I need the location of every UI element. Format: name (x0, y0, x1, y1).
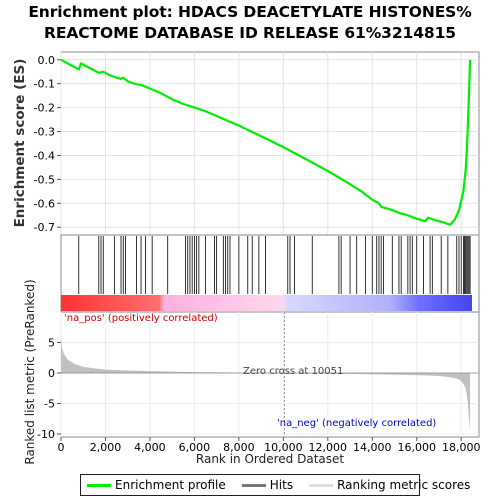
es-y-tick-label: -0.1 (34, 78, 55, 91)
legend-item-hits: Hits (241, 478, 294, 492)
es-y-tick-label: -0.7 (34, 221, 55, 234)
legend-swatch-enrichment-profile (87, 483, 111, 487)
legend-label-hits: Hits (269, 478, 294, 492)
x-tick-label: 8,000 (223, 441, 255, 454)
x-tick-label: 18,000 (442, 441, 481, 454)
legend: Enrichment profile Hits Ranking metric s… (80, 474, 470, 496)
x-tick-label: 12,000 (309, 441, 348, 454)
metric-y-tick-label: 5 (48, 336, 55, 349)
na-neg-label: 'na_neg' (negatively correlated) (277, 418, 436, 429)
x-tick-label: 10,000 (264, 441, 303, 454)
x-tick-label: 16,000 (397, 441, 436, 454)
legend-label-ranking-metric-scores: Ranking metric scores (337, 478, 471, 492)
metric-y-axis-ticks: 5 0 -5 -10 (37, 336, 61, 441)
es-y-axis-ticks: 0.0 -0.1 -0.2 -0.3 -0.4 -0.5 -0.6 -0.7 (34, 54, 61, 234)
chart-title-line-2: REACTOME DATABASE ID RELEASE 61%3214815 (44, 24, 456, 42)
legend-label-enrichment-profile: Enrichment profile (115, 478, 226, 492)
x-tick-label: 2,000 (90, 441, 122, 454)
x-tick-label: 4,000 (134, 441, 166, 454)
es-y-tick-label: -0.5 (34, 173, 55, 186)
legend-item-enrichment-profile: Enrichment profile (87, 478, 226, 492)
legend-swatch-ranking-metric-scores (309, 483, 334, 487)
hits-markers (78, 236, 471, 294)
es-y-tick-label: -0.3 (34, 126, 55, 139)
es-y-tick-label: -0.2 (34, 102, 55, 115)
legend-item-ranking-metric-scores: Ranking metric scores (309, 478, 470, 492)
metric-y-axis-label: Ranked list metric (PreRanked) (23, 279, 37, 464)
es-y-axis-label: Enrichment score (ES) (12, 59, 28, 228)
legend-swatch-hits (241, 483, 266, 487)
zero-cross-label: Zero cross at 10051 (243, 366, 343, 377)
es-y-tick-label: -0.6 (34, 197, 55, 210)
es-y-tick-label: 0.0 (38, 54, 56, 67)
es-gridlines (60, 52, 479, 235)
x-tick-label: 0 (58, 441, 65, 454)
es-line (60, 58, 472, 226)
ranking-color-bar (61, 295, 472, 311)
metric-y-tick-label: 0 (48, 367, 55, 380)
x-tick-label: 6,000 (179, 441, 211, 454)
na-pos-label: 'na_pos' (positively correlated) (64, 313, 218, 324)
metric-y-tick-label: -5 (44, 397, 55, 410)
es-y-tick-label: -0.4 (34, 149, 55, 162)
metric-y-tick-label: -10 (37, 428, 55, 441)
chart-title-line-1: Enrichment plot: HDACS DEACETYLATE HISTO… (28, 3, 472, 21)
x-axis-ticks: 0 2,000 4,000 6,000 8,000 10,000 12,000 14,000 1… (58, 437, 481, 454)
x-axis-label: Rank in Ordered Dataset (196, 452, 344, 466)
x-tick-label: 14,000 (353, 441, 392, 454)
